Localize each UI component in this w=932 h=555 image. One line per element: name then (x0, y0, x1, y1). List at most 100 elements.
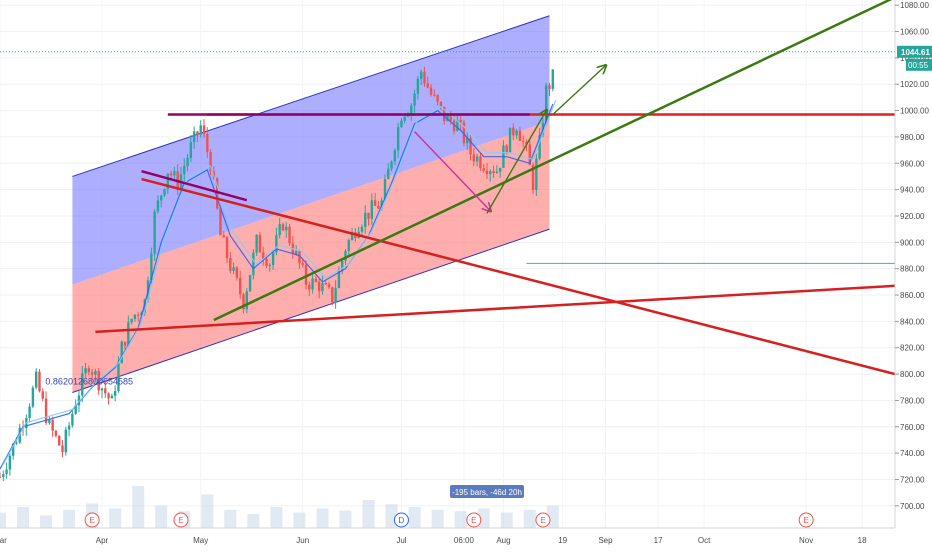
candle-body (466, 138, 469, 144)
volume-bar (201, 494, 214, 528)
candle-body (403, 116, 406, 121)
arrow-line (414, 131, 491, 211)
candle-body (489, 171, 492, 175)
candle-body (31, 387, 35, 407)
candle-body (130, 318, 133, 323)
candle-body (271, 252, 275, 265)
candle-body (334, 287, 337, 303)
x-tick-label: Sep (598, 536, 613, 545)
candle-body (449, 114, 452, 121)
event-marker-circle (535, 512, 551, 528)
candle-body (528, 144, 531, 165)
volume-bar (362, 500, 375, 528)
candle-body (324, 283, 327, 285)
candle-body (2, 473, 5, 478)
candle-body (48, 419, 51, 424)
candle-body (84, 368, 87, 374)
volume-bar (477, 508, 490, 528)
candle-body (192, 131, 196, 143)
candle-body (113, 390, 117, 396)
candle-body (317, 281, 321, 292)
x-tick-label: 19 (558, 536, 567, 545)
candle-body (469, 138, 472, 155)
candle-body (183, 166, 186, 175)
candle-body (439, 101, 443, 107)
y-axis-background (895, 0, 932, 550)
x-tick-label: Aug (496, 536, 510, 545)
trendline (213, 0, 893, 322)
candle-body (456, 120, 459, 132)
candle-body (459, 120, 462, 123)
candle-body (350, 232, 354, 241)
arrow-line (486, 111, 546, 214)
candle-body (331, 287, 334, 303)
candle-body (433, 94, 436, 96)
event-marker-circle (173, 512, 189, 528)
trendline (141, 169, 248, 202)
candle-body (538, 134, 541, 159)
volume-bar (224, 509, 237, 528)
candle-body (107, 393, 110, 399)
y-tick-label: 960.00 (900, 159, 925, 168)
volume-bar (293, 512, 306, 528)
candle-body (239, 277, 242, 295)
candle-body (67, 425, 71, 430)
channel-upper-line (72, 15, 550, 177)
event-marker-label: E (471, 516, 476, 525)
event-marker-label: E (178, 516, 183, 525)
y-tick-label: 880.00 (900, 265, 925, 274)
candle-body (215, 178, 219, 209)
candle-body (426, 83, 429, 88)
countdown-box (906, 58, 932, 71)
x-tick-label: Nov (799, 536, 813, 545)
x-tick-label: 18 (858, 536, 867, 545)
candle-body (166, 173, 170, 190)
volume-bar (155, 505, 168, 528)
channel-upper-fill (72, 15, 550, 285)
volume-bar (63, 509, 76, 528)
y-tick-label: 840.00 (900, 317, 925, 326)
candle-body (127, 322, 130, 346)
x-tick-label: Apr (96, 536, 109, 545)
candle-body (410, 105, 413, 115)
trendline (95, 284, 896, 334)
candle-body (377, 205, 380, 209)
moving-average-line-2 (2, 99, 557, 466)
candle-body (229, 257, 232, 271)
candle-body (373, 200, 377, 206)
candle-body (327, 284, 331, 288)
x-tick-label: Oct (698, 536, 711, 545)
candle-body (120, 341, 123, 364)
channel-lower-line (72, 228, 550, 393)
candle-body (347, 240, 350, 252)
candle-body (163, 189, 166, 196)
event-marker-circle (84, 512, 100, 528)
candle-body (156, 200, 160, 212)
volume-bar (431, 509, 444, 528)
event-marker-label: E (803, 516, 808, 525)
volume-bar (339, 510, 352, 528)
candle-body (38, 371, 41, 392)
annotation-text: 0.8620126800654585 (45, 377, 133, 387)
x-tick-label: 17 (654, 536, 663, 545)
candle-body (206, 134, 209, 153)
candle-body (186, 157, 189, 167)
candle-body (521, 140, 525, 142)
candle-body (423, 71, 426, 84)
candle-body (364, 212, 367, 227)
candle-body (169, 173, 173, 176)
candle-body (242, 294, 245, 310)
last-price-box (897, 45, 932, 58)
candle-body (482, 168, 485, 171)
candle-body (219, 208, 222, 236)
y-tick-label: 860.00 (900, 291, 925, 300)
candle-body (0, 476, 2, 478)
y-axis: 700.00 720.00 740.00 760.00 780.00 800.00 820.… (895, 1, 929, 511)
volume-bar (109, 508, 122, 528)
y-tick-label: 700.00 (900, 502, 925, 511)
candle-body (551, 69, 554, 89)
candle-body (143, 299, 146, 313)
